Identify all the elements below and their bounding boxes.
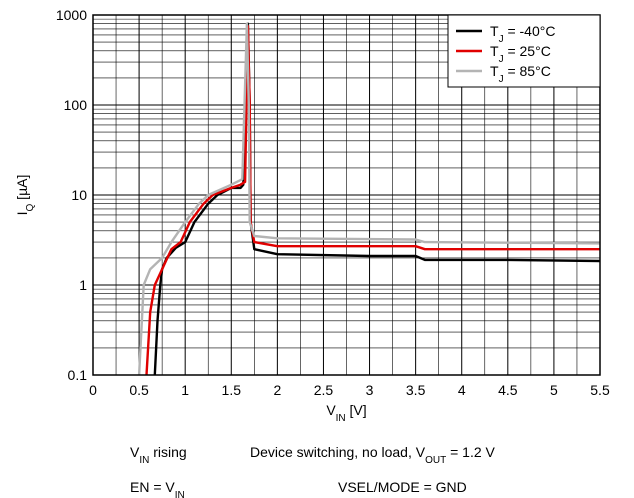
x-tick-label: 2 [273,382,281,398]
legend-label: TJ = -40°C [490,23,555,45]
y-axis-label-part: I [14,211,30,215]
x-axis-label-part: [V] [346,402,367,418]
y-tick-label: 100 [64,97,88,113]
annotation: VIN rising [130,444,187,466]
y-tick-label: 10 [71,187,87,203]
series-line [145,25,600,376]
y-tick-label: 1000 [56,7,87,23]
legend-label-part: = 85°C [504,63,551,79]
annotation-part: Device switching, no load, V [250,444,426,460]
x-tick-label: 3 [366,382,374,398]
legend-label: TJ = 25°C [490,43,551,65]
plot-frame [92,14,601,376]
x-axis-label-part: V [326,402,336,418]
annotation-part: EN = V [130,479,175,495]
legend-label-part: T [490,63,499,79]
annotation-part: rising [149,444,186,460]
annotation-part: = 1.2 V [446,444,495,460]
x-tick-label: 5.5 [590,382,610,398]
y-axis-label-part: Q [25,203,36,211]
x-tick-label: 1.5 [222,382,242,398]
x-tick-label: 5 [550,382,558,398]
legend-label: TJ = 85°C [490,63,551,85]
x-tick-label: 3.5 [406,382,426,398]
x-tick-label: 0 [89,382,97,398]
legend-label-part: J [499,54,504,65]
y-axis-label: IQ [µA] [14,175,36,216]
x-tick-label: 1 [181,382,189,398]
x-tick-label: 2.5 [314,382,334,398]
annotation-part: VSEL/MODE = GND [338,479,467,495]
y-tick-label: 1 [79,277,87,293]
annotation: EN = VIN [130,479,185,498]
x-tick-label: 0.5 [129,382,149,398]
y-tick-label: 0.1 [68,367,88,383]
x-axis-label-part: IN [336,413,346,424]
x-axis-label: VIN [V] [326,402,366,424]
legend-label-part: T [490,43,499,59]
y-axis-label-part: [µA] [14,175,30,204]
legend-label-part: J [499,34,504,45]
legend-label-part: J [499,74,504,85]
legend-label-part: T [490,23,499,39]
legend-label-part: = 25°C [504,43,551,59]
annotation: Device switching, no load, VOUT = 1.2 V [250,444,496,466]
series-line [137,22,601,376]
legend-label-part: = -40°C [504,23,556,39]
annotation-part: OUT [425,455,446,466]
annotation-part: IN [175,490,185,498]
x-tick-label: 4.5 [498,382,518,398]
annotation: VSEL/MODE = GND [338,479,467,495]
annotation-part: V [130,444,140,460]
x-tick-label: 4 [458,382,466,398]
annotation-part: IN [139,455,149,466]
